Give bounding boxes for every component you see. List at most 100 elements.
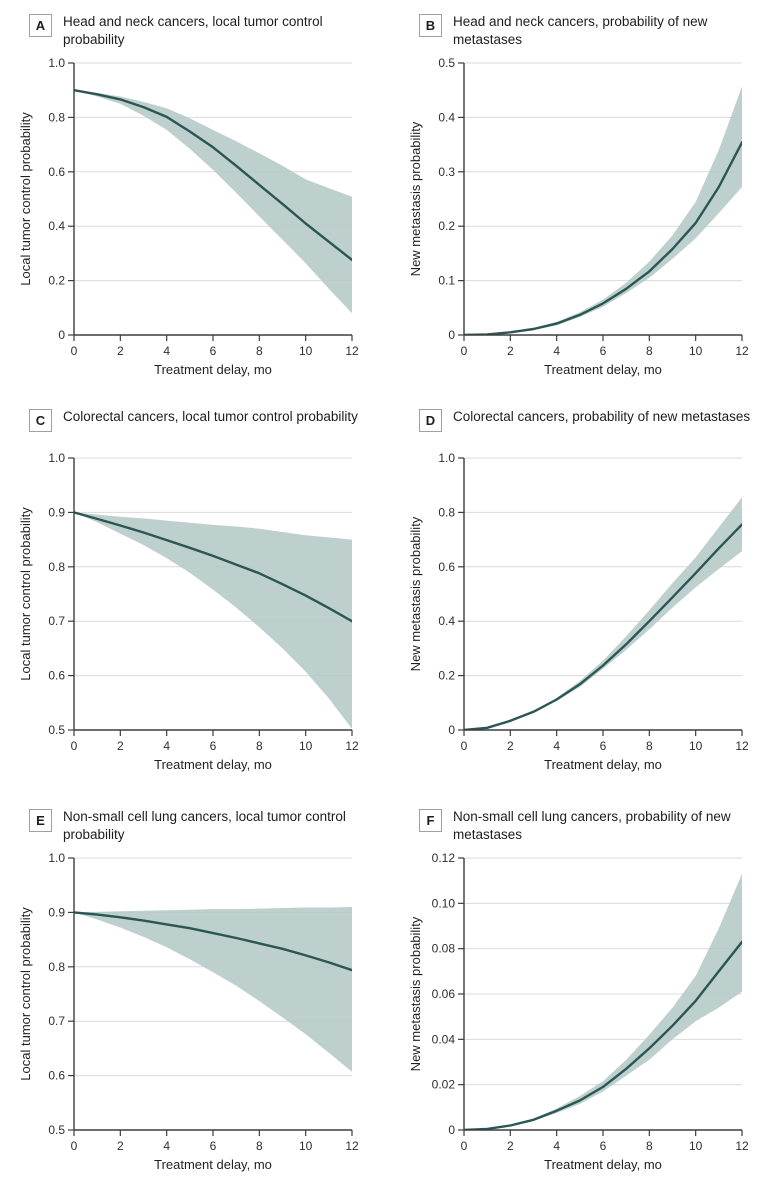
- x-tick-label: 0: [461, 344, 468, 358]
- panel-header: D Colorectal cancers, probability of new …: [419, 408, 780, 432]
- x-tick-label: 4: [163, 344, 170, 358]
- trend-line: [74, 911, 352, 972]
- panel-header: B Head and neck cancers, probability of n…: [419, 13, 780, 49]
- panel-title: Colorectal cancers, probability of new m…: [453, 409, 751, 424]
- x-tick-label: 8: [256, 1139, 263, 1153]
- x-tick-label: 8: [646, 1139, 653, 1153]
- y-tick-label: 0.3: [438, 165, 455, 179]
- panel-label-badge: E: [29, 809, 52, 832]
- x-axis-title: Treatment delay, mo: [154, 362, 272, 377]
- x-tick-label: 2: [117, 739, 124, 753]
- x-tick-label: 0: [71, 344, 78, 358]
- confidence-band: [464, 86, 742, 335]
- x-tick-label: 8: [646, 344, 653, 358]
- trend-line: [74, 89, 352, 262]
- x-tick-label: 12: [345, 1139, 359, 1153]
- y-tick-label: 0.9: [48, 905, 65, 919]
- panel-header: E Non-small cell lung cancers, local tumo…: [29, 808, 390, 844]
- x-axis-title: Treatment delay, mo: [154, 757, 272, 772]
- y-tick-label: 0.2: [48, 274, 65, 288]
- x-tick-label: 8: [256, 344, 263, 358]
- confidence-band: [74, 512, 352, 729]
- confidence-band: [464, 497, 742, 730]
- x-tick-label: 0: [461, 739, 468, 753]
- x-tick-label: 6: [600, 344, 607, 358]
- x-axis-title: Treatment delay, mo: [154, 1157, 272, 1172]
- x-tick-label: 12: [345, 739, 359, 753]
- y-tick-label: 1.0: [48, 56, 65, 70]
- panel-label-badge: D: [419, 409, 442, 432]
- chart-c: 0.5 0.6 0.7 0.8 0.9 1.0 0 2 4 6 8 10 12 Treatment del…: [18, 451, 359, 772]
- panel-f: F Non-small cell lung cancers, probabilit…: [390, 795, 780, 1187]
- y-tick-label: 0.9: [48, 505, 65, 519]
- panel-c: C Colorectal cancers, local tumor control…: [0, 395, 390, 795]
- y-tick-label: 0: [448, 328, 455, 342]
- y-tick-label: 0.12: [432, 851, 456, 865]
- y-tick-label: 0: [58, 328, 65, 342]
- chart-b: 0 0.1 0.2 0.3 0.4 0.5 0 2 4 6 8 10 12 Treatment delay…: [408, 56, 749, 377]
- y-tick-label: 0.02: [432, 1078, 456, 1092]
- y-tick-label: 0: [448, 723, 455, 737]
- chart-d: 0 0.2 0.4 0.6 0.8 1.0 0 2 4 6 8 10 12 Treatment delay…: [408, 451, 749, 772]
- x-tick-label: 10: [299, 344, 313, 358]
- y-axis-title: Local tumor control probability: [18, 112, 33, 286]
- x-tick-label: 6: [210, 344, 217, 358]
- panel-title: Non-small cell lung cancers, local tumor…: [63, 809, 346, 842]
- y-tick-label: 1.0: [48, 851, 65, 865]
- y-tick-label: 1.0: [438, 451, 455, 465]
- x-tick-label: 10: [299, 1139, 313, 1153]
- chart-e: 0.5 0.6 0.7 0.8 0.9 1.0 0 2 4 6 8 10 12 Treatment del…: [18, 851, 359, 1172]
- y-tick-label: 0: [448, 1123, 455, 1137]
- trend-line: [464, 141, 742, 335]
- x-tick-label: 12: [735, 739, 749, 753]
- y-tick-label: 0.8: [48, 960, 65, 974]
- y-tick-label: 1.0: [48, 451, 65, 465]
- y-tick-label: 0.6: [48, 669, 65, 683]
- y-tick-label: 0.1: [438, 274, 455, 288]
- x-tick-label: 10: [689, 344, 703, 358]
- x-tick-label: 4: [163, 739, 170, 753]
- x-tick-label: 0: [71, 739, 78, 753]
- x-tick-label: 10: [689, 739, 703, 753]
- confidence-band: [74, 90, 352, 314]
- y-tick-label: 0.7: [48, 614, 65, 628]
- y-tick-label: 0.10: [432, 896, 456, 910]
- x-tick-label: 2: [507, 344, 514, 358]
- x-axis-title: Treatment delay, mo: [544, 362, 662, 377]
- x-axis-title: Treatment delay, mo: [544, 1157, 662, 1172]
- x-tick-label: 4: [553, 1139, 560, 1153]
- panel-d: D Colorectal cancers, probability of new …: [390, 395, 780, 795]
- x-tick-label: 6: [210, 739, 217, 753]
- y-axis-title: Local tumor control probability: [18, 507, 33, 681]
- chart-f: 0 0.02 0.04 0.06 0.08 0.10 0.12 0 2 4 6 8 10 12 Treatm…: [408, 851, 749, 1172]
- x-tick-label: 8: [646, 739, 653, 753]
- y-tick-label: 0.5: [48, 723, 65, 737]
- trend-line: [74, 511, 352, 623]
- y-tick-label: 0.06: [432, 987, 456, 1001]
- x-tick-label: 6: [600, 1139, 607, 1153]
- x-tick-label: 0: [71, 1139, 78, 1153]
- panel-label-badge: A: [29, 14, 52, 37]
- x-tick-label: 2: [117, 344, 124, 358]
- panel-title: Head and neck cancers, probability of ne…: [453, 14, 708, 47]
- y-tick-label: 0.8: [48, 560, 65, 574]
- panel-header: F Non-small cell lung cancers, probabilit…: [419, 808, 780, 844]
- y-tick-label: 0.4: [438, 614, 455, 628]
- panel-label-badge: F: [419, 809, 442, 832]
- y-tick-label: 0.6: [48, 1069, 65, 1083]
- y-tick-label: 0.5: [48, 1123, 65, 1137]
- y-axis-title: New metastasis probability: [408, 121, 423, 276]
- y-tick-label: 0.5: [438, 56, 455, 70]
- y-tick-label: 0.6: [48, 165, 65, 179]
- x-tick-label: 8: [256, 739, 263, 753]
- y-tick-label: 0.6: [438, 560, 455, 574]
- chart-a: 0 0.2 0.4 0.6 0.8 1.0 0 2 4 6 8 10 12 Treatment delay…: [18, 56, 359, 377]
- x-tick-label: 4: [553, 344, 560, 358]
- confidence-band: [74, 907, 352, 1072]
- x-tick-label: 2: [507, 739, 514, 753]
- x-tick-label: 6: [600, 739, 607, 753]
- panel-label-badge: C: [29, 409, 52, 432]
- x-tick-label: 2: [507, 1139, 514, 1153]
- y-tick-label: 0.8: [438, 505, 455, 519]
